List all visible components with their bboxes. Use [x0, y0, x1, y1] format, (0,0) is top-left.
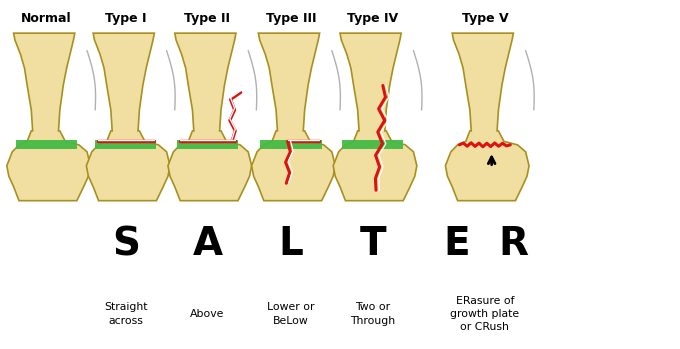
Polygon shape	[333, 33, 417, 201]
Text: Type IV: Type IV	[347, 12, 398, 25]
Polygon shape	[445, 33, 529, 201]
Text: Lower or
BeLow: Lower or BeLow	[267, 303, 315, 326]
Text: Type II: Type II	[184, 12, 231, 25]
Text: A: A	[192, 225, 222, 263]
Text: L: L	[279, 225, 303, 263]
Polygon shape	[342, 141, 403, 149]
Text: Type V: Type V	[462, 12, 508, 25]
Polygon shape	[86, 33, 170, 201]
Polygon shape	[260, 141, 322, 149]
Text: E: E	[443, 225, 471, 263]
Text: T: T	[359, 225, 386, 263]
Polygon shape	[252, 33, 335, 201]
Text: Type III: Type III	[266, 12, 316, 25]
Text: Normal: Normal	[21, 12, 71, 25]
Polygon shape	[168, 33, 252, 201]
Text: Straight
across: Straight across	[104, 303, 148, 326]
Text: S: S	[112, 225, 140, 263]
Polygon shape	[177, 141, 238, 149]
Text: Above: Above	[190, 309, 224, 319]
Polygon shape	[95, 141, 156, 149]
Text: ERasure of
growth plate
or CRush: ERasure of growth plate or CRush	[450, 296, 520, 332]
Text: Type I: Type I	[105, 12, 147, 25]
Text: R: R	[498, 225, 528, 263]
Polygon shape	[16, 141, 77, 149]
Polygon shape	[7, 33, 90, 201]
Text: Two or
Through: Two or Through	[350, 303, 395, 326]
